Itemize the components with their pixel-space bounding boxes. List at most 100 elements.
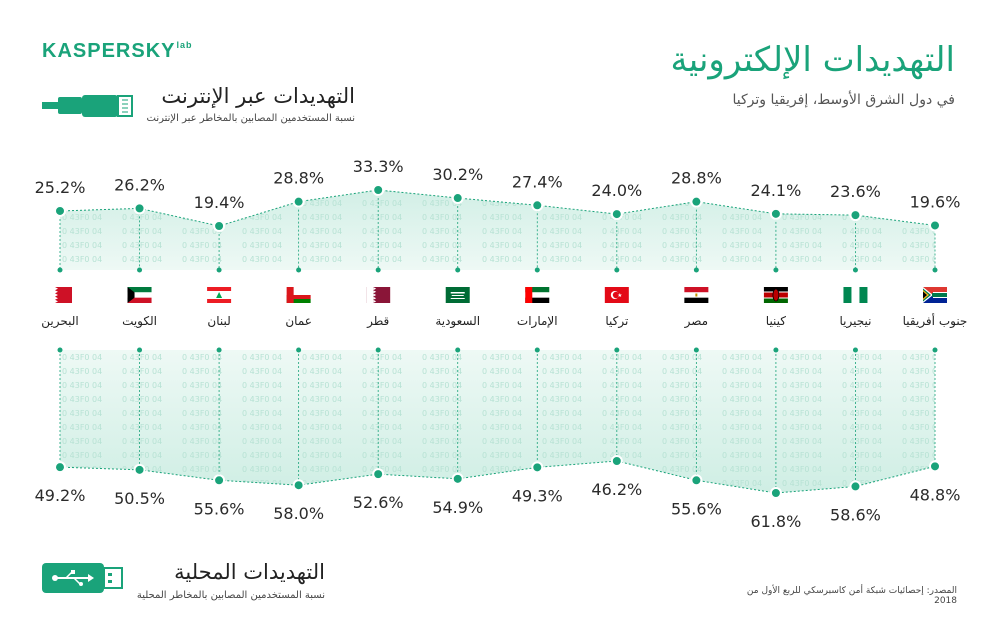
internet-value-label: 26.2% (114, 175, 165, 194)
local-baseline-dot (137, 347, 143, 353)
local-value-label: 48.8% (910, 485, 961, 504)
internet-baseline-dot (534, 267, 540, 273)
country-name: نيجيريا (839, 314, 871, 329)
local-data-point (610, 455, 623, 467)
local-band-texture (60, 350, 935, 493)
local-baseline-dot (216, 347, 222, 353)
internet-value-label: 33.3% (353, 157, 404, 176)
internet-data-point (292, 195, 305, 208)
local-value-label: 49.2% (35, 486, 86, 505)
internet-data-point (849, 209, 862, 222)
local-value-label: 55.6% (671, 499, 722, 518)
internet-baseline-dot (773, 267, 779, 273)
brand-suffix: lab (176, 40, 193, 50)
country-name: عمان (285, 314, 312, 328)
local-baseline-dot (773, 347, 779, 353)
internet-data-point (54, 204, 66, 217)
local-data-point (133, 463, 146, 476)
internet-baseline-dot (137, 267, 143, 273)
kuwait-flag-icon (127, 287, 152, 303)
brand-name: KASPERSKY (42, 40, 176, 62)
kenya-flag-icon (763, 287, 788, 303)
internet-value-label: 30.2% (432, 165, 483, 184)
internet-value-label: 19.4% (194, 193, 245, 212)
local-baseline-dot (375, 347, 381, 353)
country-name: تركيا (605, 314, 628, 329)
local-baseline-dot (57, 347, 63, 353)
country-name: البحرين (41, 314, 78, 329)
internet-value-label: 19.6% (910, 192, 961, 211)
uae-flag-icon (525, 287, 550, 303)
local-baseline-dot (614, 347, 620, 353)
local-data-point (531, 461, 544, 474)
page-subtitle: في دول الشرق الأوسط، إفريقيا وتركيا (732, 92, 956, 108)
internet-series-line (59, 189, 936, 227)
internet-data-point (610, 208, 623, 221)
local-data-point (849, 480, 862, 493)
internet-value-label: 23.6% (830, 182, 881, 201)
local-baseline-dot (852, 347, 858, 353)
internet-data-point (769, 207, 782, 220)
internet-data-point (690, 195, 703, 208)
internet-data-point (531, 199, 544, 212)
local-value-label: 55.6% (194, 499, 245, 518)
local-value-label: 58.6% (830, 505, 881, 524)
local-value-label: 58.0% (273, 504, 324, 523)
internet-baseline-dot (932, 267, 938, 273)
country-name: الإمارات (517, 314, 558, 329)
local-value-label: 49.3% (512, 486, 563, 505)
internet-threats-title: التهديدات عبر الإنترنت (161, 84, 355, 108)
internet-value-label: 28.8% (671, 169, 722, 188)
local-value-label: 54.9% (432, 498, 483, 517)
internet-value-label: 27.4% (512, 172, 563, 191)
qatar-flag-icon (366, 287, 391, 303)
usb-drive-icon (42, 563, 123, 593)
internet-baseline-dot (693, 267, 699, 273)
local-baseline-dot (296, 347, 302, 353)
ethernet-cable-icon (42, 95, 133, 117)
internet-baseline-dot (852, 267, 858, 273)
internet-baseline-dot (296, 267, 302, 273)
local-threats-subtitle: نسبة المستخدمين المصابين بالمخاطر المحلي… (136, 590, 325, 601)
internet-data-point (213, 220, 226, 232)
local-baseline-dot (455, 347, 461, 353)
country-name: مصر (684, 314, 708, 329)
internet-data-point (929, 219, 941, 232)
kaspersky-logo: KASPERSKYlab (42, 40, 193, 63)
local-baseline-dot (534, 347, 540, 353)
local-data-point (372, 468, 385, 481)
local-data-point (690, 474, 703, 487)
internet-value-label: 28.8% (273, 169, 324, 188)
country-name: الكويت (122, 314, 157, 329)
internet-baseline-dot (375, 267, 381, 273)
local-data-point (292, 479, 305, 492)
saudi-arabia-flag-icon (445, 287, 470, 303)
lebanon-flag-icon (207, 287, 232, 303)
local-data-point (929, 460, 941, 473)
local-baseline-dot (693, 347, 699, 353)
internet-baseline-dot (57, 267, 63, 273)
internet-data-point (451, 192, 464, 205)
internet-value-label: 24.1% (750, 181, 801, 200)
internet-threats-subtitle: نسبة المستخدمين المصابين بالمخاطر عبر ال… (146, 113, 356, 124)
local-value-label: 50.5% (114, 489, 165, 508)
internet-band-texture (60, 190, 935, 270)
source-note: المصدر: إحصائيات شبكة أمن كاسبرسكي للربع… (746, 586, 957, 606)
country-name: السعودية (435, 314, 480, 329)
internet-baseline-dot (216, 267, 222, 273)
local-value-label: 52.6% (353, 493, 404, 512)
local-data-point (213, 474, 226, 487)
internet-baseline-dot (455, 267, 461, 273)
local-value-label: 46.2% (591, 480, 642, 499)
internet-data-point (133, 202, 146, 215)
internet-value-label: 24.0% (591, 181, 642, 200)
page-title: التهديدات الإلكترونية (670, 40, 955, 80)
country-name: جنوب أفريقيا (903, 313, 968, 329)
country-name: كينيا (766, 314, 787, 328)
south-africa-flag-icon (923, 287, 947, 303)
nigeria-flag-icon (843, 287, 868, 303)
local-data-point (451, 472, 464, 485)
local-threats-title: التهديدات المحلية (174, 560, 325, 584)
local-data-point (769, 487, 782, 499)
